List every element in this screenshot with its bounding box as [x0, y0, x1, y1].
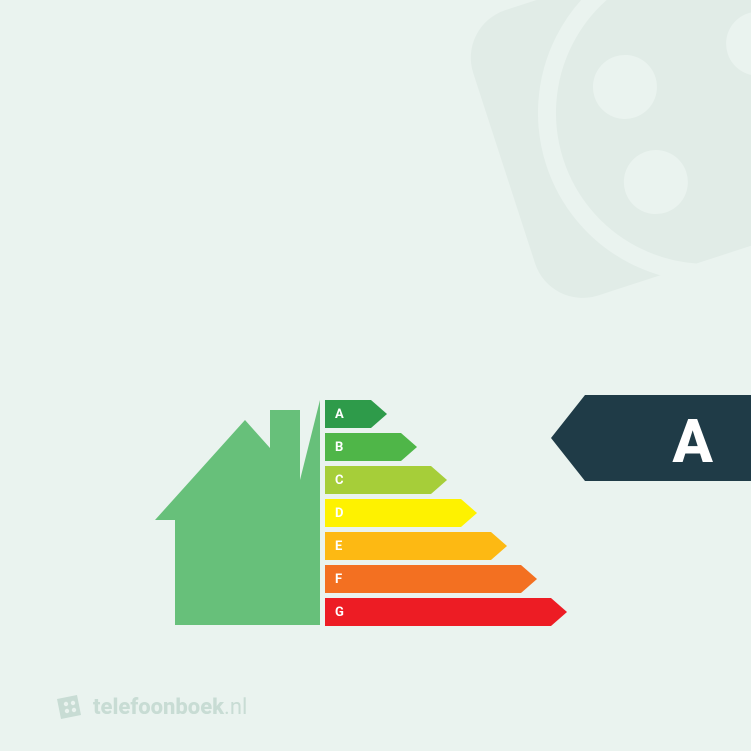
energy-chart: A B C D E F G — [155, 380, 595, 640]
card-title: Meest voorkomende energielabel: — [55, 50, 696, 90]
result-letter: A — [672, 406, 713, 477]
energy-bar-label: B — [335, 440, 343, 455]
house-icon — [155, 380, 335, 630]
energy-bar-b: B — [325, 433, 567, 461]
card-subtitle: Trompstraat Terneuzen — [55, 150, 696, 190]
energy-bar-label: F — [335, 572, 342, 587]
energy-bar-d: D — [325, 499, 567, 527]
energy-bar-label: E — [335, 539, 342, 554]
footer-brand: telefoonboek.nl — [93, 695, 247, 720]
energy-bar-e: E — [325, 532, 567, 560]
energy-bar-label: D — [335, 506, 343, 521]
energy-bar-f: F — [325, 565, 567, 593]
footer: telefoonboek.nl — [55, 693, 247, 721]
energy-bar-label: A — [335, 407, 344, 422]
footer-logo-icon — [55, 693, 83, 721]
energy-bars: A B C D E F G — [325, 400, 567, 631]
result-flag — [551, 395, 751, 481]
energy-bar-g: G — [325, 598, 567, 626]
energy-bar-a: A — [325, 400, 567, 428]
energy-label-card: Meest voorkomende energielabel: Trompstr… — [0, 0, 751, 751]
energy-bar-label: C — [335, 473, 344, 488]
energy-bar-label: G — [335, 605, 344, 620]
energy-bar-c: C — [325, 466, 567, 494]
